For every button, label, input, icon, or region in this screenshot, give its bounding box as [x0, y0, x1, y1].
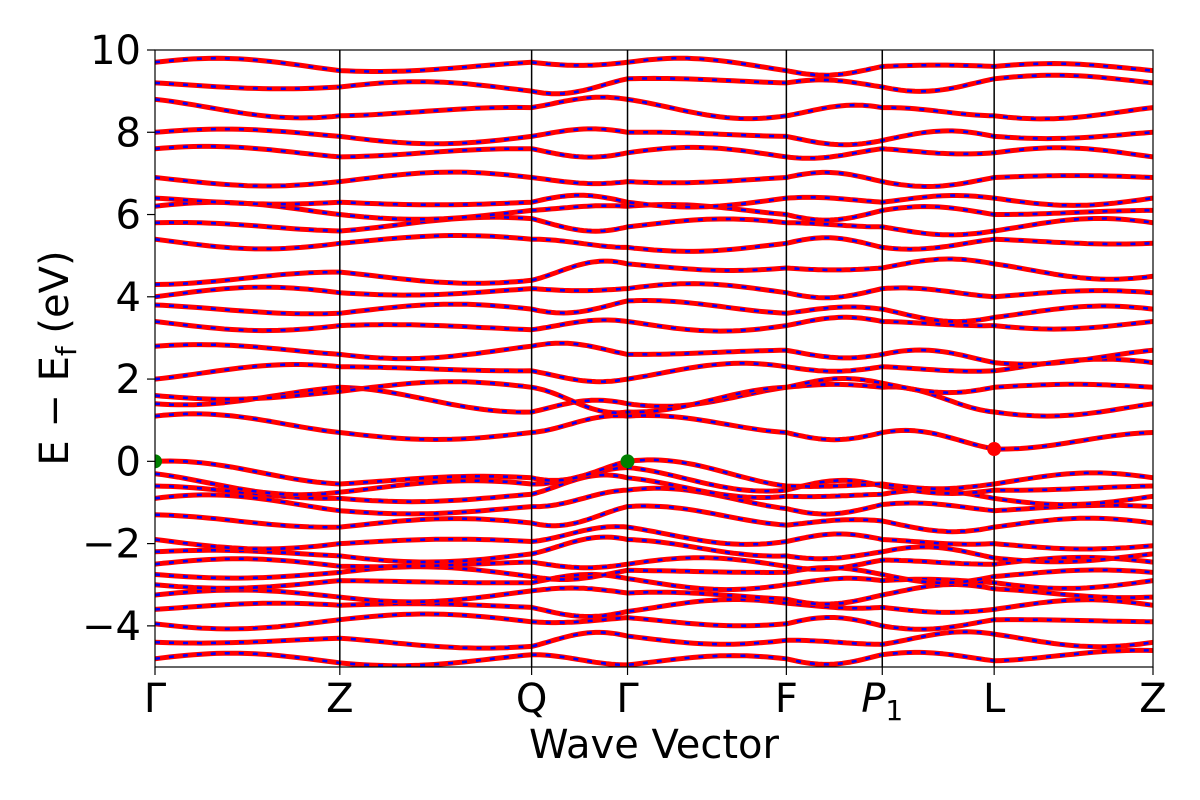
band-line-spin-down — [155, 377, 1153, 414]
y-tick-label: 4 — [116, 275, 141, 321]
y-tick-label: −4 — [82, 604, 141, 650]
y-tick-label: 2 — [116, 357, 141, 403]
kpoint-label: Q — [516, 676, 547, 722]
kpoint-label: Z — [1139, 676, 1166, 722]
band-line-spin-up — [155, 55, 1153, 78]
x-axis-ticks: Γ Z Q Γ F P1 L Z — [144, 667, 1167, 727]
band-line-spin-up — [155, 524, 1153, 552]
band-line-spin-up — [155, 340, 1153, 367]
y-axis-ticks: −4 −2 0 2 4 6 8 10 — [82, 28, 155, 650]
band-line-spin-down — [155, 473, 1153, 506]
band-line-spin-up — [155, 281, 1153, 301]
band-line-spin-up — [155, 256, 1153, 287]
band-line-spin-down — [155, 412, 1153, 451]
y-tick-label: 6 — [116, 193, 141, 239]
band-line-spin-up — [155, 582, 1153, 607]
band-line-spin-up — [155, 143, 1153, 161]
band-line-spin-up — [155, 192, 1153, 210]
band-line-spin-up — [155, 611, 1153, 632]
band-line-spin-up — [155, 647, 1153, 667]
y-tick-label: 10 — [90, 28, 141, 74]
band-line-spin-up — [155, 629, 1153, 651]
bands-layer — [155, 55, 1153, 667]
y-tick-label: −2 — [82, 522, 141, 568]
band-line-spin-down — [155, 504, 1153, 533]
band-line-spin-down — [155, 383, 1153, 418]
band-line-spin-down — [155, 487, 1153, 516]
band-line-spin-up — [155, 169, 1153, 189]
band-line-spin-up — [155, 214, 1153, 238]
band-line-spin-up — [155, 356, 1153, 385]
band-line-spin-down — [155, 466, 1153, 496]
kpoint-label: Z — [326, 676, 353, 722]
kpoint-label: L — [983, 676, 1006, 722]
band-line-spin-up — [155, 554, 1153, 572]
band-line-spin-up — [155, 72, 1153, 97]
kpoint-label: P1 — [861, 676, 903, 727]
band-line-spin-up — [155, 126, 1153, 148]
cbm-marker — [987, 441, 1002, 456]
kpoint-label: F — [775, 676, 798, 722]
band-line-spin-up — [155, 233, 1153, 254]
band-line-spin-up — [155, 314, 1153, 334]
band-line-spin-up — [155, 457, 1153, 492]
y-tick-label: 0 — [116, 439, 141, 485]
y-axis-title: E − Ef (eV) — [32, 250, 83, 465]
band-line-spin-down — [155, 95, 1153, 121]
band-line-spin-down — [155, 535, 1153, 564]
kpoint-label: Γ — [616, 676, 639, 722]
kpoint-lines — [339, 50, 995, 667]
x-axis-title: Wave Vector — [529, 722, 780, 768]
plot-frame — [154, 49, 1154, 668]
vbm-marker — [620, 454, 635, 469]
band-line-spin-up — [155, 597, 1153, 619]
y-tick-label: 8 — [116, 110, 141, 156]
band-line-spin-up — [155, 411, 1153, 452]
band-line-spin-down — [155, 458, 1153, 490]
extrema-markers — [155, 441, 1002, 469]
kpoint-label: Γ — [144, 676, 167, 722]
vbm-marker — [155, 454, 162, 469]
band-line-spin-up — [155, 298, 1153, 325]
